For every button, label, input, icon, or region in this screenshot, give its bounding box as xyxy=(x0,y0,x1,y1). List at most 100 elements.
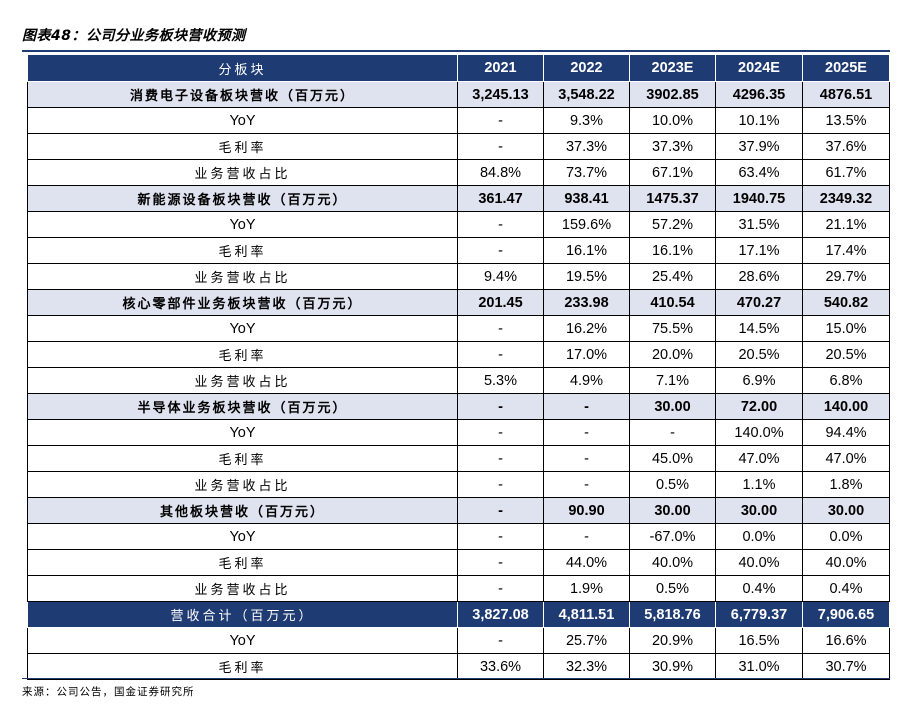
table-row: 业务营收占比 5.3% 4.9% 7.1% 6.9% 6.8% xyxy=(27,367,890,394)
value-cell: 44.0% xyxy=(543,549,630,576)
value-cell: - xyxy=(457,133,544,160)
value-cell: - xyxy=(457,211,544,238)
value-cell: 20.5% xyxy=(715,341,803,368)
value-cell: - xyxy=(629,419,716,446)
value-cell: 14.5% xyxy=(715,315,803,342)
header-cell: 2024E xyxy=(715,54,803,82)
value-cell: 1.8% xyxy=(802,471,890,498)
segment-row: 半导体业务板块营收（百万元） - -30.00 72.00 140.00 xyxy=(27,393,890,420)
row-label: 核心零部件业务板块营收（百万元） xyxy=(27,289,458,316)
value-cell: 16.2% xyxy=(543,315,630,342)
table-row: 毛利率 - -45.0% 47.0% 47.0% xyxy=(27,445,890,472)
table-row: YoY - - -67.0% 0.0% 0.0% xyxy=(27,523,890,550)
value-cell: - xyxy=(457,107,544,134)
row-label: YoY xyxy=(27,523,458,550)
value-cell: 0.0% xyxy=(715,523,803,550)
row-label: YoY xyxy=(27,627,458,654)
value-cell: 16.6% xyxy=(802,627,890,654)
value-cell: 73.7% xyxy=(543,159,630,186)
value-cell: 140.00 xyxy=(802,393,890,420)
row-label: 其他板块营收（百万元） xyxy=(27,497,458,524)
header-cell: 2022 xyxy=(543,54,630,82)
value-cell: 25.4% xyxy=(629,263,716,290)
value-cell: 40.0% xyxy=(802,549,890,576)
row-label: 业务营收占比 xyxy=(27,471,458,498)
value-cell: 16.1% xyxy=(629,237,716,264)
value-cell: - xyxy=(457,497,544,524)
value-cell: 159.6% xyxy=(543,211,630,238)
value-cell: 28.6% xyxy=(715,263,803,290)
value-cell: - xyxy=(457,523,544,550)
value-cell: 16.1% xyxy=(543,237,630,264)
value-cell: 4.9% xyxy=(543,367,630,394)
table-row: YoY -16.2% 75.5% 14.5% 15.0% xyxy=(27,315,890,342)
value-cell: 540.82 xyxy=(802,289,890,316)
value-cell: 31.5% xyxy=(715,211,803,238)
header-row: 分板块 2021 2022 2023E 2024E 2025E xyxy=(27,54,890,82)
value-cell: 1940.75 xyxy=(715,185,803,212)
value-cell: 21.1% xyxy=(802,211,890,238)
value-cell: 17.1% xyxy=(715,237,803,264)
value-cell: - xyxy=(543,445,630,472)
value-cell: - xyxy=(457,419,544,446)
value-cell: 20.0% xyxy=(629,341,716,368)
source-note: 来源：公司公告，国金证券研究所 xyxy=(22,686,195,698)
row-label: YoY xyxy=(27,211,458,238)
value-cell: 37.3% xyxy=(629,133,716,160)
value-cell: 33.6% xyxy=(457,653,544,680)
value-cell: 30.9% xyxy=(629,653,716,680)
value-cell: 47.0% xyxy=(715,445,803,472)
table-row: 业务营收占比 - -0.5% 1.1% 1.8% xyxy=(27,471,890,498)
table-row: YoY -9.3% 10.0% 10.1% 13.5% xyxy=(27,107,890,134)
header-cell: 分板块 xyxy=(27,54,458,82)
value-cell: 30.00 xyxy=(802,497,890,524)
value-cell: 0.4% xyxy=(802,575,890,602)
table-row: 业务营收占比 84.8% 73.7% 67.1% 63.4% 61.7% xyxy=(27,159,890,186)
value-cell: 29.7% xyxy=(802,263,890,290)
value-cell: 4,811.51 xyxy=(543,601,630,628)
value-cell: 10.1% xyxy=(715,107,803,134)
value-cell: 6,779.37 xyxy=(715,601,803,628)
row-label: 业务营收占比 xyxy=(27,263,458,290)
value-cell: 30.00 xyxy=(715,497,803,524)
row-label: 毛利率 xyxy=(27,445,458,472)
value-cell: 30.7% xyxy=(802,653,890,680)
bottom-rule xyxy=(22,678,890,679)
value-cell: 17.0% xyxy=(543,341,630,368)
value-cell: - xyxy=(457,575,544,602)
value-cell: 32.3% xyxy=(543,653,630,680)
header-cell: 2023E xyxy=(629,54,716,82)
table-row: 毛利率 33.6% 32.3% 30.9% 31.0% 30.7% xyxy=(27,653,890,680)
value-cell: - xyxy=(543,471,630,498)
value-cell: 37.6% xyxy=(802,133,890,160)
value-cell: 7.1% xyxy=(629,367,716,394)
value-cell: 19.5% xyxy=(543,263,630,290)
value-cell: 0.4% xyxy=(715,575,803,602)
value-cell: - xyxy=(457,237,544,264)
value-cell: 61.7% xyxy=(802,159,890,186)
value-cell: 75.5% xyxy=(629,315,716,342)
value-cell: 72.00 xyxy=(715,393,803,420)
value-cell: 20.5% xyxy=(802,341,890,368)
value-cell: - xyxy=(457,393,544,420)
value-cell: 1.9% xyxy=(543,575,630,602)
value-cell: 3,245.13 xyxy=(457,81,544,108)
value-cell: 140.0% xyxy=(715,419,803,446)
value-cell: 67.1% xyxy=(629,159,716,186)
value-cell: - xyxy=(543,419,630,446)
value-cell: 7,906.65 xyxy=(802,601,890,628)
row-label: 消费电子设备板块营收（百万元） xyxy=(27,81,458,108)
value-cell: 233.98 xyxy=(543,289,630,316)
value-cell: 57.2% xyxy=(629,211,716,238)
revenue-forecast-table: 分板块 2021 2022 2023E 2024E 2025E 消费电子设备板块… xyxy=(27,54,890,680)
segment-row: 新能源设备板块营收（百万元） 361.47 938.41 1475.37 1940.75… xyxy=(27,185,890,212)
value-cell: - xyxy=(457,315,544,342)
value-cell: 1.1% xyxy=(715,471,803,498)
header-cell: 2021 xyxy=(457,54,544,82)
table-row: 业务营收占比 -1.9% 0.5% 0.4% 0.4% xyxy=(27,575,890,602)
value-cell: 5.3% xyxy=(457,367,544,394)
value-cell: - xyxy=(457,471,544,498)
value-cell: 31.0% xyxy=(715,653,803,680)
row-label: 新能源设备板块营收（百万元） xyxy=(27,185,458,212)
segment-row: 其他板块营收（百万元） -90.90 30.00 30.00 30.00 xyxy=(27,497,890,524)
